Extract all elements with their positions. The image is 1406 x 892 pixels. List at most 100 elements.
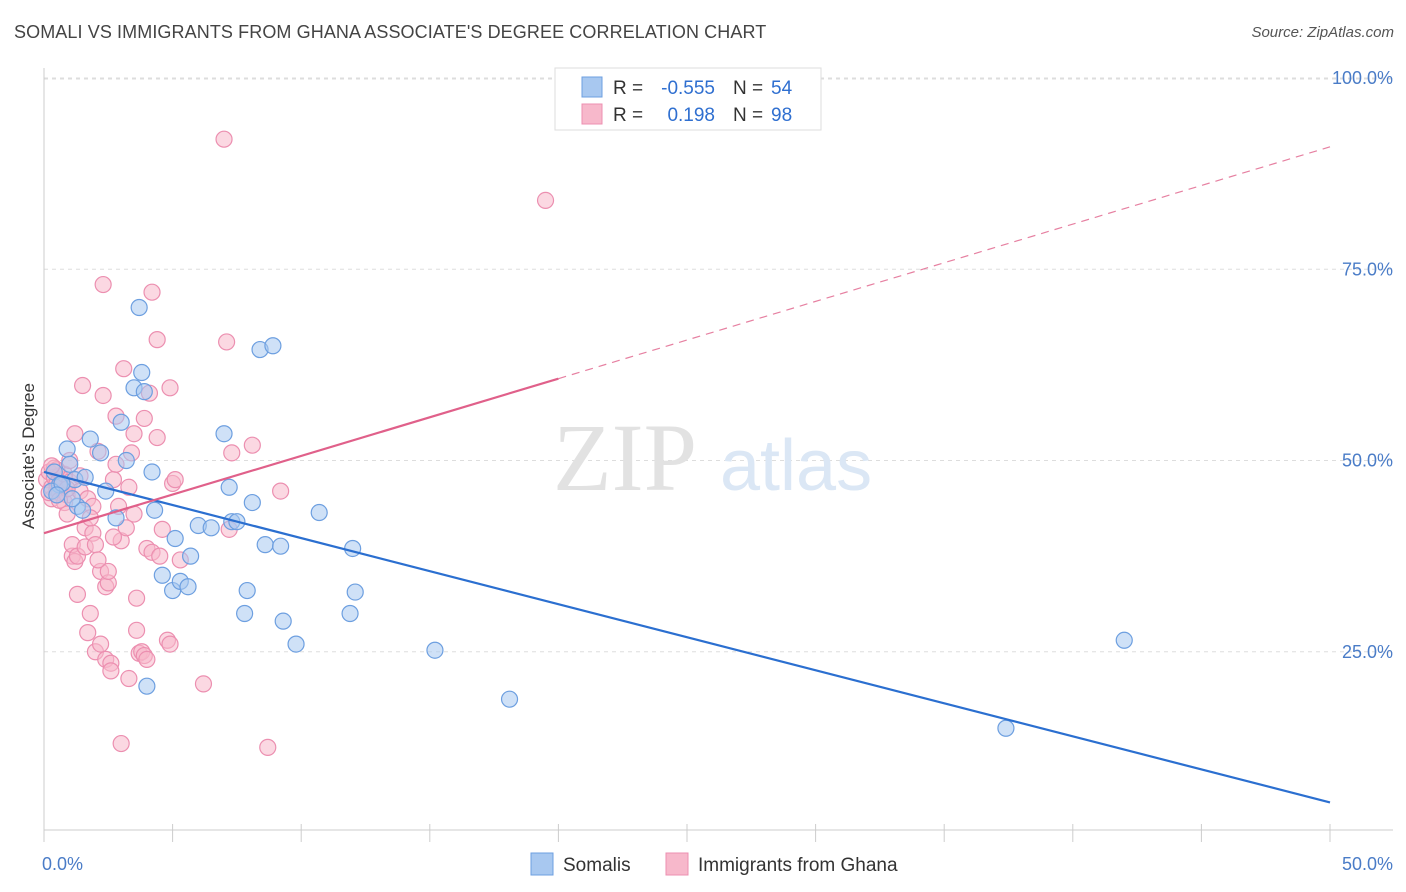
somali-point-24: [179, 578, 197, 596]
x-tick-label-min: 0.0%: [42, 854, 83, 874]
ghana-point-95: [89, 551, 107, 569]
somali-point-41: [310, 503, 328, 522]
legend-n-label-somali: N =: [733, 78, 763, 99]
ghana-point-69: [148, 428, 166, 447]
ghana-point-97: [120, 478, 138, 496]
x-tick-label-max: 50.0%: [1342, 854, 1393, 874]
ghana-point-96: [104, 528, 123, 546]
ghana-point-85: [259, 738, 277, 756]
ghana-point-57: [125, 425, 143, 443]
chart-title: SOMALI VS IMMIGRANTS FROM GHANA ASSOCIAT…: [14, 22, 767, 42]
y-tick-label-50: 50.0%: [1342, 451, 1393, 471]
ghana-point-64: [138, 650, 156, 669]
somali-point-11: [112, 413, 130, 431]
y-axis-label: Associate's Degree: [19, 383, 38, 529]
x-tick-labels: 0.0% 50.0%: [42, 854, 1393, 874]
ghana-point-25: [73, 376, 92, 395]
ghana-point-74: [161, 635, 179, 653]
somali-point-40: [287, 635, 305, 653]
somali-point-7: [81, 430, 99, 448]
trend-line-somali: [43, 470, 1331, 804]
legend-n-label-ghana: N =: [733, 105, 763, 126]
trend-line-ghana-solid: [43, 377, 559, 535]
ghana-point-59: [127, 589, 146, 607]
bottom-legend: Somalis Immigrants from Ghana: [530, 852, 898, 876]
bottom-legend-swatch-somali: [530, 852, 554, 876]
somali-point-15: [130, 298, 148, 317]
somali-point-8: [91, 444, 110, 462]
ghana-point-29: [79, 624, 97, 642]
x-ticks: [43, 824, 1331, 842]
series-somali-points: [43, 298, 1133, 737]
ghana-point-33: [86, 536, 105, 554]
legend-r-label-somali: R =: [613, 78, 643, 99]
ghana-point-75: [161, 379, 179, 397]
somali-point-45: [426, 641, 444, 659]
somali-point-39: [274, 612, 292, 630]
trend-lines: [43, 146, 1331, 804]
legend: R = -0.555 N = 54 R = 0.198 N = 98: [554, 67, 822, 131]
somali-point-44: [341, 604, 359, 623]
somali-point-53: [48, 486, 66, 504]
ghana-point-52: [115, 360, 133, 378]
somali-point-16: [135, 383, 153, 401]
y-tick-labels: 100.0% 75.0% 50.0% 25.0%: [1332, 68, 1393, 662]
ghana-point-67: [143, 283, 161, 301]
somali-point-46: [500, 690, 519, 708]
ghana-point-21: [66, 425, 84, 443]
ghana-point-87: [536, 191, 555, 209]
grid-lines: [44, 77, 1393, 653]
somali-point-51: [63, 490, 81, 508]
trend-line-ghana-dashed: [558, 146, 1331, 380]
watermark-zip: ZIP: [553, 404, 697, 511]
source-label: Source: ZipAtlas.com: [1251, 24, 1394, 41]
somali-point-28: [215, 425, 233, 443]
bottom-legend-swatch-ghana: [665, 852, 689, 876]
ghana-point-81: [218, 333, 236, 351]
ghana-point-58: [127, 621, 146, 639]
axes: [43, 68, 1393, 831]
somali-point-6: [73, 501, 92, 519]
ghana-point-23: [68, 585, 87, 603]
somali-point-2: [58, 440, 76, 458]
ghana-point-84: [243, 436, 261, 454]
somali-point-18: [138, 677, 156, 695]
ghana-point-80: [215, 130, 233, 148]
y-tick-label-100: 100.0%: [1332, 68, 1393, 88]
ghana-point-39: [94, 275, 112, 294]
ghana-point-54: [120, 669, 138, 688]
ghana-point-63: [135, 409, 153, 428]
legend-r-label-ghana: R =: [613, 105, 643, 126]
watermark-atlas: atlas: [720, 426, 872, 506]
somali-point-3: [61, 455, 79, 473]
somali-point-29: [220, 478, 238, 496]
legend-swatch-somali: [581, 76, 603, 98]
somali-point-37: [264, 337, 282, 355]
y-tick-label-75: 75.0%: [1342, 259, 1393, 279]
ghana-point-36: [91, 635, 110, 653]
somali-point-33: [238, 581, 256, 600]
watermark: ZIP atlas: [553, 404, 872, 511]
somali-point-43: [346, 583, 364, 601]
ghana-point-38: [94, 386, 112, 405]
somali-point-34: [243, 493, 261, 512]
ghana-point-83: [223, 444, 241, 462]
somali-point-47: [1115, 631, 1133, 649]
legend-r-value-ghana: 0.198: [667, 105, 715, 126]
somali-point-36: [256, 536, 274, 554]
legend-n-value-ghana: 98: [771, 105, 792, 126]
bottom-legend-label-somali: Somalis: [563, 855, 631, 876]
series-ghana-points: [37, 130, 555, 756]
somali-point-17: [143, 463, 161, 481]
somali-point-22: [166, 529, 184, 548]
ghana-point-70: [148, 331, 166, 349]
somali-point-25: [182, 547, 200, 565]
somali-point-42: [344, 539, 362, 558]
ghana-point-72: [153, 520, 171, 538]
ghana-point-53: [117, 519, 135, 537]
legend-swatch-ghana: [581, 103, 603, 125]
legend-n-value-somali: 54: [771, 78, 793, 99]
ghana-point-50: [112, 734, 130, 753]
bottom-legend-label-ghana: Immigrants from Ghana: [698, 855, 898, 876]
ghana-point-43: [99, 562, 117, 581]
